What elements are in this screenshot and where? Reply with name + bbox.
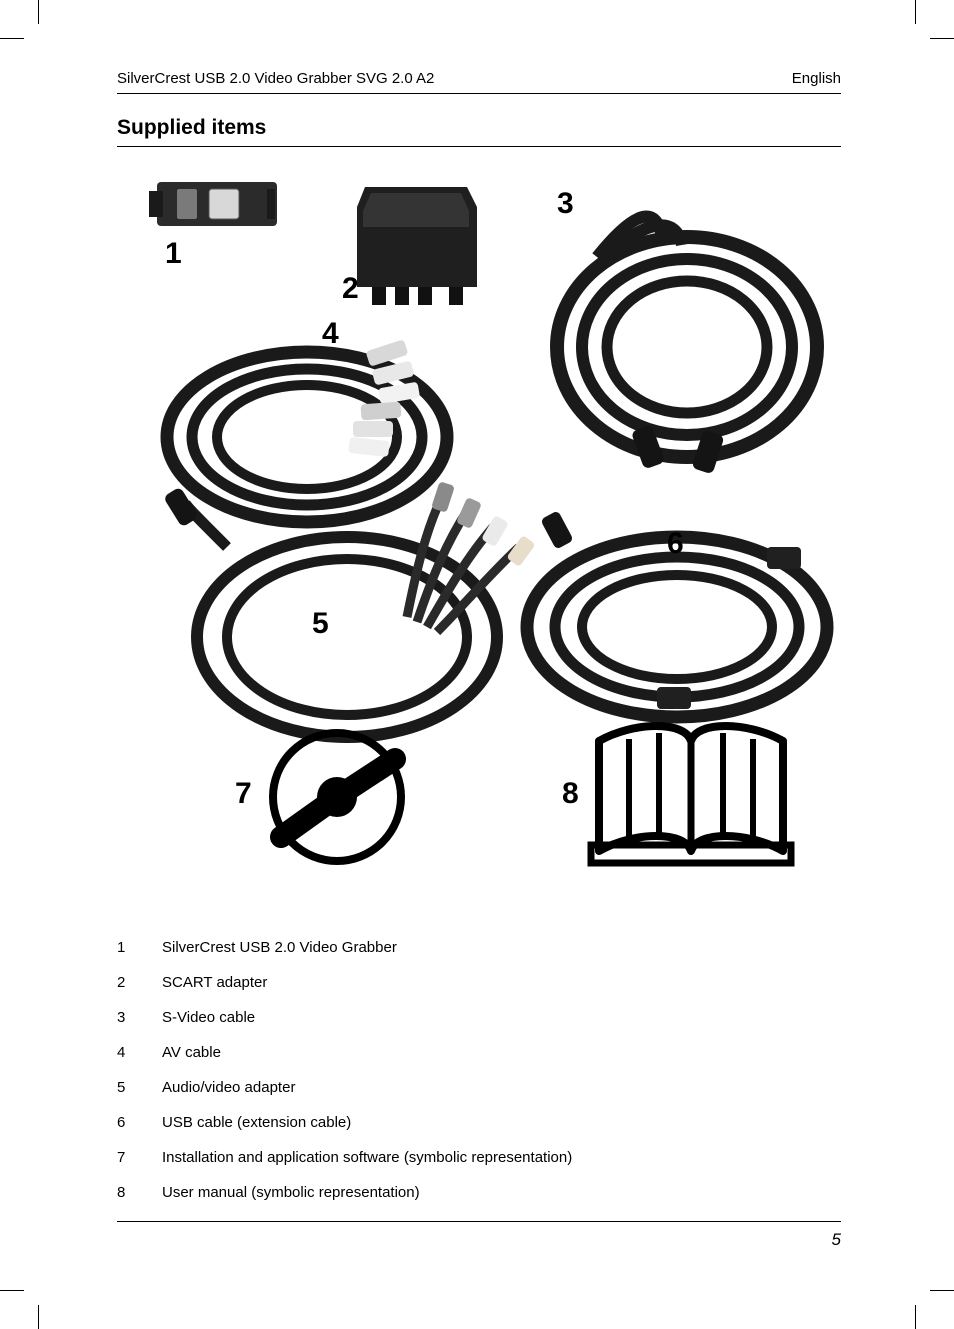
legend-row: 7 Installation and application software … (117, 1147, 841, 1168)
item-1-grabber-icon (149, 182, 277, 226)
legend-num: 4 (117, 1042, 162, 1063)
legend-row: 6 USB cable (extension cable) (117, 1112, 841, 1133)
legend-label: USB cable (extension cable) (162, 1112, 351, 1133)
crop-mark (915, 0, 916, 24)
legend-row: 5 Audio/video adapter (117, 1077, 841, 1098)
legend-num: 5 (117, 1077, 162, 1098)
callout-3: 3 (557, 187, 574, 221)
item-legend: 1 SilverCrest USB 2.0 Video Grabber 2 SC… (117, 937, 841, 1203)
page-footer: 5 (117, 1221, 841, 1250)
figure-svg (117, 167, 841, 927)
callout-1: 1 (165, 237, 182, 271)
callout-7: 7 (235, 777, 252, 811)
callout-8: 8 (562, 777, 579, 811)
crop-mark (915, 1305, 916, 1329)
legend-label: AV cable (162, 1042, 221, 1063)
product-name: SilverCrest USB 2.0 Video Grabber SVG 2.… (117, 70, 434, 87)
legend-num: 1 (117, 937, 162, 958)
callout-6: 6 (667, 527, 684, 561)
legend-label: Audio/video adapter (162, 1077, 295, 1098)
section-title: Supplied items (117, 116, 841, 147)
running-header: SilverCrest USB 2.0 Video Grabber SVG 2.… (117, 70, 841, 94)
crop-mark (0, 38, 24, 39)
legend-num: 8 (117, 1182, 162, 1203)
crop-mark (0, 1290, 24, 1291)
legend-row: 1 SilverCrest USB 2.0 Video Grabber (117, 937, 841, 958)
callout-2: 2 (342, 272, 359, 306)
item-2-scart-icon (357, 187, 477, 305)
item-7-cd-icon (273, 733, 401, 861)
item-4-av-cable-icon (167, 339, 447, 522)
legend-num: 7 (117, 1147, 162, 1168)
legend-label: S-Video cable (162, 1007, 255, 1028)
legend-label: SCART adapter (162, 972, 267, 993)
crop-mark (38, 0, 39, 24)
callout-4: 4 (322, 317, 339, 351)
legend-row: 8 User manual (symbolic representation) (117, 1182, 841, 1203)
legend-row: 3 S-Video cable (117, 1007, 841, 1028)
legend-label: SilverCrest USB 2.0 Video Grabber (162, 937, 397, 958)
item-3-svideo-cable-icon (557, 217, 817, 475)
crop-mark (930, 38, 954, 39)
legend-row: 4 AV cable (117, 1042, 841, 1063)
crop-mark (930, 1290, 954, 1291)
legend-num: 6 (117, 1112, 162, 1133)
legend-num: 3 (117, 1007, 162, 1028)
page-number: 5 (832, 1230, 841, 1249)
supplied-items-figure: 1 2 3 4 5 6 7 8 (117, 167, 841, 927)
legend-label: Installation and application software (s… (162, 1147, 572, 1168)
legend-label: User manual (symbolic representation) (162, 1182, 420, 1203)
legend-row: 2 SCART adapter (117, 972, 841, 993)
page-content: SilverCrest USB 2.0 Video Grabber SVG 2.… (117, 70, 841, 1250)
item-8-manual-icon (591, 726, 791, 863)
legend-num: 2 (117, 972, 162, 993)
language-label: English (792, 70, 841, 87)
crop-mark (38, 1305, 39, 1329)
callout-5: 5 (312, 607, 329, 641)
